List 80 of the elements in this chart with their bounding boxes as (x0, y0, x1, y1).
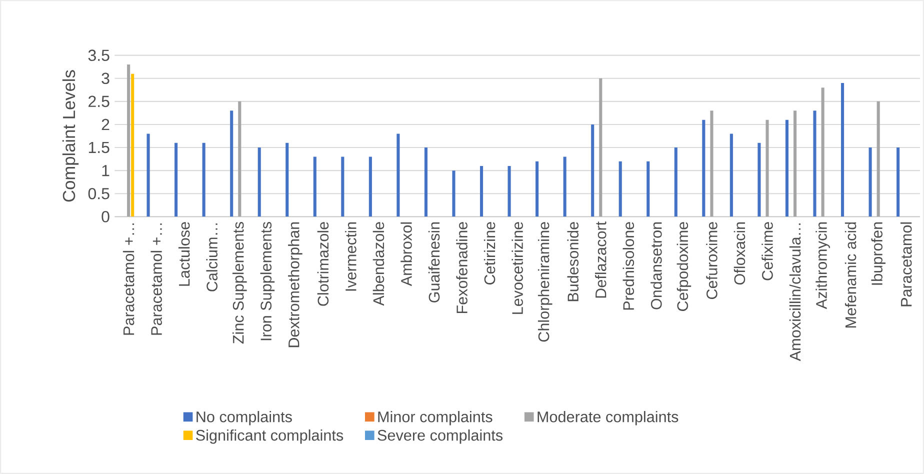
x-tick-label: Dextromethorphan (288, 222, 302, 348)
bar (896, 148, 900, 217)
bar (840, 82, 844, 217)
bar (674, 148, 678, 217)
x-tick-label: Iron Supplements (260, 222, 275, 340)
bar (563, 156, 566, 217)
bar (536, 161, 539, 217)
bar (508, 166, 511, 217)
x-tick-label: Budesonide (567, 222, 579, 302)
x-tick-label: Ambroxol (400, 222, 412, 286)
y-tick-label: 3.5 (88, 50, 110, 61)
bar (146, 134, 150, 217)
bar (821, 88, 824, 217)
x-tick-label: Prednisolone (622, 222, 634, 310)
x-tick-label: Cetirizine (484, 222, 496, 285)
x-tick-label: Guaifenesin (428, 222, 440, 302)
y-tick-label: 0.5 (88, 188, 110, 200)
bar (174, 142, 178, 217)
bar (258, 148, 261, 217)
bar (230, 110, 234, 217)
y-tick-label: 1.5 (88, 142, 110, 154)
x-tick-label: Amoxicillin/clavula… (789, 223, 801, 362)
bar (646, 161, 650, 217)
x-tick-label: Fexofenadine (456, 222, 468, 314)
y-tick-label: 2.5 (88, 96, 110, 108)
bar (452, 170, 456, 217)
x-tick-label: Chlorpheniramine (538, 222, 552, 342)
bar (794, 110, 797, 217)
bar (368, 156, 372, 217)
bar (758, 142, 761, 217)
x-tick-label: Clotrimazole (317, 222, 329, 306)
x-tick-label: Deflazacort (595, 222, 606, 298)
legend-label: Minor complaints (378, 411, 492, 426)
legend-label: Severe complaints (378, 429, 503, 444)
bar (710, 110, 714, 217)
bar (591, 124, 594, 217)
bar (876, 101, 880, 217)
legend-label: Significant complaints (196, 429, 344, 444)
bar (127, 64, 130, 217)
bar (868, 148, 872, 217)
legend-label: Moderate complaints (538, 411, 678, 426)
y-tick-label: 0 (102, 211, 110, 222)
x-tick-label: Lactulose (178, 222, 190, 286)
y-axis-title: Complaint Levels (62, 70, 79, 202)
bar (286, 142, 289, 217)
x-tick-label: Cefpodoxime (676, 222, 692, 311)
bar (702, 120, 706, 217)
bar (341, 156, 344, 217)
bar (785, 120, 789, 217)
bar (813, 110, 816, 217)
x-tick-label: Ibuprofen (871, 222, 886, 285)
bar (202, 142, 206, 217)
y-tick-label: 2 (102, 118, 110, 130)
bar (424, 148, 428, 217)
x-tick-label: Paracetamol +… (122, 223, 134, 335)
bar (599, 78, 602, 217)
x-tick-label: Ivermectin (345, 222, 356, 291)
x-tick-label: Cefuroxime (706, 222, 718, 299)
bar (396, 134, 400, 217)
bar (480, 166, 484, 217)
x-tick-label: Cefixime (762, 222, 773, 280)
x-tick-label: Levocetirizine (512, 222, 523, 314)
bar (766, 120, 769, 217)
legend-label: No complaints (196, 411, 292, 426)
x-tick-label: Ondansetron (650, 222, 662, 310)
x-tick-label: Calcium… (206, 223, 218, 292)
y-tick-label: 1 (102, 165, 110, 176)
y-tick-label: 3 (102, 72, 110, 84)
x-tick-label: Zinc Supplements (232, 222, 247, 344)
bar (313, 156, 316, 217)
bar (730, 134, 733, 217)
x-tick-label: Ofloxacin (734, 222, 746, 285)
bar (238, 101, 242, 217)
x-tick-label: Albendazole (372, 222, 384, 306)
bar (618, 161, 622, 217)
x-tick-label: Azithromycin (816, 222, 830, 310)
bar (131, 74, 134, 217)
x-tick-label: Paracetamol (900, 222, 912, 306)
x-tick-label: Mefenamic acid (844, 222, 856, 328)
x-tick-label: Paracetamol +… (150, 223, 162, 335)
